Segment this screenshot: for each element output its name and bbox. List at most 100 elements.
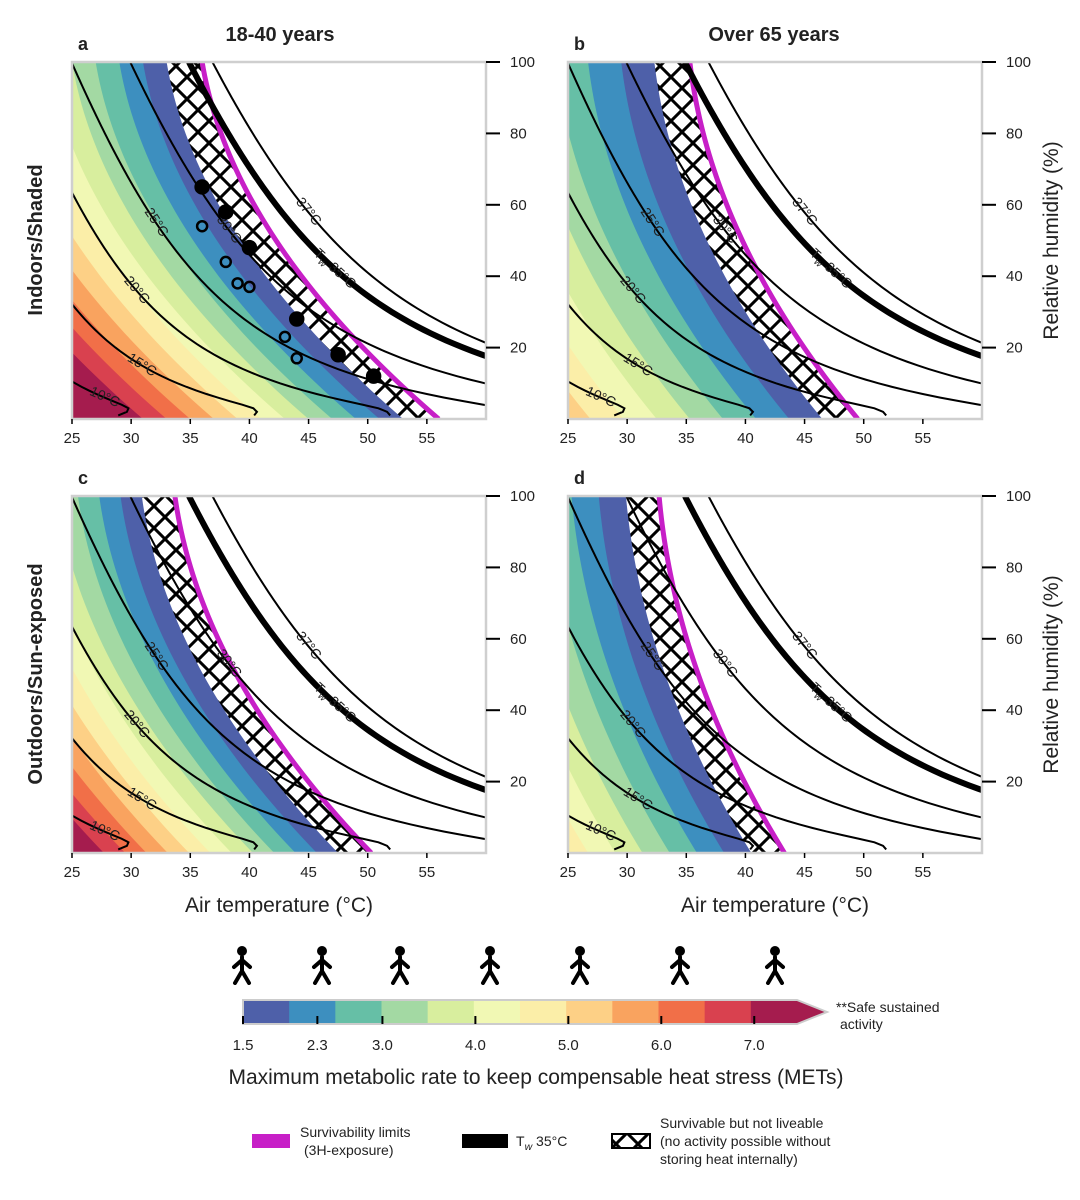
x-axis-label: Air temperature (°C) <box>681 894 869 917</box>
y-tick-label: 80 <box>1006 559 1023 576</box>
wet-bulb-isoline <box>186 496 486 794</box>
x-tick-label: 50 <box>855 430 872 447</box>
wet-bulb-isoline <box>72 62 486 407</box>
x-tick-label: 25 <box>560 430 577 447</box>
data-point <box>288 311 305 327</box>
colorbar-tick-label: 7.0 <box>744 1037 765 1054</box>
legend-swatch <box>462 1134 508 1148</box>
y-tick-label: 80 <box>510 559 527 576</box>
x-tick-label: 40 <box>737 864 754 881</box>
x-tick-label: 30 <box>619 430 636 447</box>
colorbar-tick-label: 2.3 <box>307 1037 328 1054</box>
wet-bulb-isoline <box>568 302 755 417</box>
data-point <box>290 352 303 365</box>
x-tick-label: 50 <box>359 864 376 881</box>
y-tick-label: 40 <box>510 268 527 285</box>
x-tick-label: 35 <box>182 864 199 881</box>
panel: 10°C15°C20°C25°C 30°CTw 35°C37°C <box>568 496 982 853</box>
y-tick-label: 20 <box>510 774 527 791</box>
survivability-limit <box>656 496 787 853</box>
panel: 10°C15°C20°C25°C 30°CTw 35°C37°C <box>568 62 982 419</box>
colorbar-note: activity <box>840 1016 883 1032</box>
legend-swatch <box>252 1134 290 1148</box>
x-tick-label: 50 <box>855 864 872 881</box>
colorbar-segment <box>704 1000 752 1024</box>
unsurvivable-region <box>174 496 486 853</box>
panel-letter: a <box>78 34 89 54</box>
y-tick-label: 100 <box>510 54 535 71</box>
y-tick-label: 100 <box>1006 488 1031 505</box>
x-tick-label: 55 <box>419 864 436 881</box>
wet-bulb-isoline <box>568 62 982 407</box>
x-tick-label: 40 <box>241 864 258 881</box>
data-point <box>278 330 292 344</box>
data-point <box>218 204 234 220</box>
colorbar-tick-label: 6.0 <box>651 1037 672 1054</box>
legend-label: Survivability limits <box>300 1124 410 1140</box>
y-tick-label: 100 <box>1006 54 1031 71</box>
wet-bulb-isoline <box>625 496 982 819</box>
legend-label: Tw 35°C <box>516 1133 567 1153</box>
survivability-limit <box>199 62 441 419</box>
plot-frame <box>70 494 488 855</box>
data-point <box>195 219 209 233</box>
panel-letter: d <box>574 468 585 488</box>
label-part: 35°C <box>532 1133 567 1149</box>
colorbar-tick-label: 4.0 <box>465 1037 486 1054</box>
wet-bulb-isoline <box>568 736 755 851</box>
panel: 10°C15°C20°C25°C 30°CTw 35°C37°C <box>72 496 486 853</box>
wet-bulb-isoline <box>72 496 486 841</box>
wet-bulb-isoline <box>707 496 982 778</box>
x-tick-label: 55 <box>419 430 436 447</box>
data-point <box>219 255 233 269</box>
colorbar-segment <box>520 1000 567 1024</box>
data-point <box>365 368 382 384</box>
colorbar-segment <box>473 1000 521 1024</box>
x-tick-label: 35 <box>678 864 695 881</box>
colorbar-segment <box>427 1000 475 1024</box>
x-tick-label: 40 <box>241 430 258 447</box>
wet-bulb-isoline <box>682 496 982 794</box>
label-part: T <box>516 1133 525 1149</box>
wet-bulb-isoline <box>72 736 259 851</box>
wet-bulb-isoline <box>211 496 486 778</box>
wet-bulb-isoline <box>72 190 391 417</box>
x-tick-label: 45 <box>300 864 317 881</box>
data-point <box>243 280 256 294</box>
wet-bulb-isoline <box>72 302 259 417</box>
wet-bulb-isoline <box>568 496 982 841</box>
x-tick-label: 35 <box>182 430 199 447</box>
column-title: Over 65 years <box>708 24 839 46</box>
activity-icons <box>232 945 785 985</box>
legend-swatch <box>611 1133 651 1149</box>
data-point <box>194 179 210 195</box>
panel-letter: b <box>574 34 585 54</box>
legend-label: storing heat internally) <box>660 1151 798 1167</box>
wet-bulb-isoline <box>625 62 982 385</box>
colorbar-segment <box>612 1000 659 1024</box>
unsurvivable-region <box>689 62 982 419</box>
colorbar-segment <box>381 1000 429 1024</box>
colorbar-segment <box>566 1000 613 1024</box>
plot-frame <box>70 60 488 421</box>
x-tick-label: 55 <box>915 430 932 447</box>
row-title: Outdoors/Sun-exposed <box>25 563 47 784</box>
x-tick-label: 55 <box>915 864 932 881</box>
x-tick-label: 45 <box>300 430 317 447</box>
x-tick-label: 25 <box>64 864 81 881</box>
row-title: Indoors/Shaded <box>25 164 47 315</box>
y-axis-label: Relative humidity (%) <box>1040 141 1063 339</box>
unsurvivable-region <box>202 62 486 419</box>
colorbar-extension <box>797 1000 827 1024</box>
x-tick-label: 25 <box>560 864 577 881</box>
x-tick-label: 30 <box>123 864 140 881</box>
unsurvivable-region <box>659 496 982 853</box>
y-tick-label: 20 <box>1006 774 1023 791</box>
y-tick-label: 40 <box>510 702 527 719</box>
colorbar-segment <box>243 1000 290 1024</box>
wet-bulb-isoline <box>682 62 982 360</box>
colorbar-label: Maximum metabolic rate to keep compensab… <box>228 1066 843 1089</box>
wet-bulb-isoline <box>707 62 982 344</box>
wet-bulb-isoline <box>186 62 486 360</box>
